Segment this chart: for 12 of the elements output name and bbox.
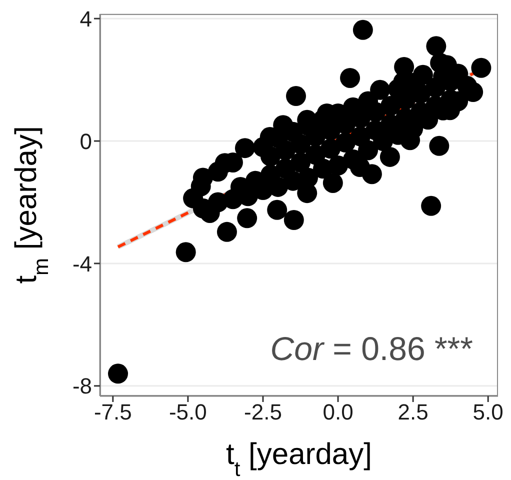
- y-tick-label: -4: [72, 251, 92, 276]
- x-tick-label: 5.0: [472, 400, 504, 425]
- annotation: Cor = 0.86 ***: [270, 330, 473, 368]
- x-tick-label: -2.5: [244, 400, 282, 425]
- x-tick-label: -5.0: [168, 400, 207, 425]
- y-tick-label: -8: [72, 374, 92, 399]
- x-axis-title: t$_{t}$ [yearday]: [226, 438, 372, 480]
- x-tick-label: -7.5: [94, 400, 132, 425]
- y-tick-label: 0: [80, 128, 92, 154]
- x-tick-label: 0.0: [322, 400, 354, 425]
- y-tick-label: 4: [80, 6, 92, 32]
- x-tick-label: 2.5: [398, 400, 428, 425]
